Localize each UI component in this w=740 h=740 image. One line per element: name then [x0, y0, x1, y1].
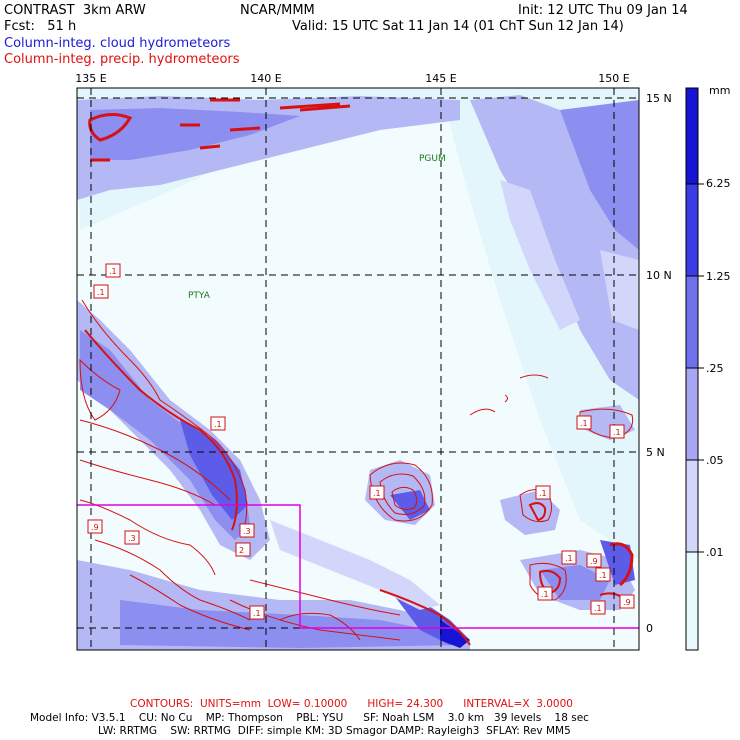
cloud-shading: [77, 88, 639, 650]
svg-text:.9: .9: [590, 557, 598, 566]
svg-text:.1: .1: [539, 489, 547, 498]
svg-text:.1: .1: [109, 267, 117, 276]
lon-label-150: 150 E: [598, 72, 629, 85]
svg-text:.1: .1: [373, 489, 381, 498]
svg-text:.9: .9: [91, 523, 99, 532]
lon-label-135: 135 E: [75, 72, 106, 85]
legend-level: 6.25: [706, 177, 731, 190]
contour-label: .1: [590, 600, 606, 615]
station-pgum: PGUM: [419, 154, 446, 164]
legend-level: .05: [706, 454, 724, 467]
forecast-hour: Fcst: 51 h: [4, 19, 77, 34]
contour-label: .9: [87, 519, 103, 534]
legend-level: 1.25: [706, 270, 731, 283]
model-info-line1: Model Info: V3.5.1 CU: No Cu MP: Thompso…: [30, 712, 589, 724]
nest-domain-box: [77, 504, 639, 629]
color-legend: mm 6.25 1.25 .25 .05 .01: [685, 84, 731, 651]
lat-label-10: 10 N: [646, 269, 672, 282]
contour-label: .3: [239, 523, 255, 538]
contour-label: .3: [124, 530, 140, 545]
model-title: CONTRAST 3km ARW: [4, 3, 146, 18]
contour-label: .1: [249, 605, 265, 620]
contour-info: CONTOURS: UNITS=mm LOW= 0.10000 HIGH= 24…: [130, 698, 573, 710]
contour-label: .9: [586, 553, 602, 568]
contour-label: .1: [93, 284, 109, 299]
station-ptya: PTYA: [188, 291, 211, 301]
contour-value-labels: .1 .1 .1 .9 .3 .1 .1 .1 .1 .1 .1 .9 .1 .…: [87, 263, 635, 620]
lat-label-5: 5 N: [646, 446, 665, 459]
svg-text:.9: .9: [623, 598, 631, 607]
contour-label: .9: [619, 594, 635, 609]
svg-text:.1: .1: [613, 428, 621, 437]
init-time: Init: 12 UTC Thu 09 Jan 14: [518, 3, 688, 18]
contour-label: .1: [576, 415, 592, 430]
lat-label-15: 15 N: [646, 92, 672, 105]
model-info-line2: LW: RRTMG SW: RRTMG DIFF: simple KM: 3D …: [98, 725, 571, 737]
svg-text:.1: .1: [97, 288, 105, 297]
valid-time: Valid: 15 UTC Sat 11 Jan 14 (01 ChT Sun …: [292, 19, 624, 34]
svg-text:.1: .1: [565, 554, 573, 563]
contour-label: .1: [561, 550, 577, 565]
contour-label: .1: [210, 416, 226, 431]
svg-text:.1: .1: [580, 419, 588, 428]
contour-label: 2: [235, 542, 251, 557]
lon-label-140: 140 E: [250, 72, 281, 85]
contour-label: .1: [537, 586, 553, 601]
map-border: [76, 87, 640, 651]
lat-label-0: 0: [646, 622, 653, 635]
svg-text:.1: .1: [594, 604, 602, 613]
svg-text:2: 2: [239, 546, 244, 555]
legend-unit: mm: [709, 84, 730, 97]
field-precip-label: Column-integ. precip. hydrometeors: [4, 52, 240, 67]
svg-text:.1: .1: [541, 590, 549, 599]
legend-level: .25: [706, 362, 724, 375]
contour-label: .1: [105, 263, 121, 278]
svg-text:.1: .1: [253, 609, 261, 618]
contour-label: .1: [595, 567, 611, 582]
contour-label: .1: [535, 485, 551, 500]
org-title: NCAR/MMM: [240, 3, 315, 18]
field-cloud-label: Column-integ. cloud hydrometeors: [4, 36, 231, 51]
svg-text:.3: .3: [128, 534, 136, 543]
svg-text:.1: .1: [599, 571, 607, 580]
lon-label-145: 145 E: [425, 72, 456, 85]
svg-text:.3: .3: [243, 527, 251, 536]
contour-label: .1: [369, 485, 385, 500]
contour-label: .1: [609, 424, 625, 439]
svg-text:.1: .1: [214, 420, 222, 429]
legend-level: .01: [706, 546, 724, 559]
